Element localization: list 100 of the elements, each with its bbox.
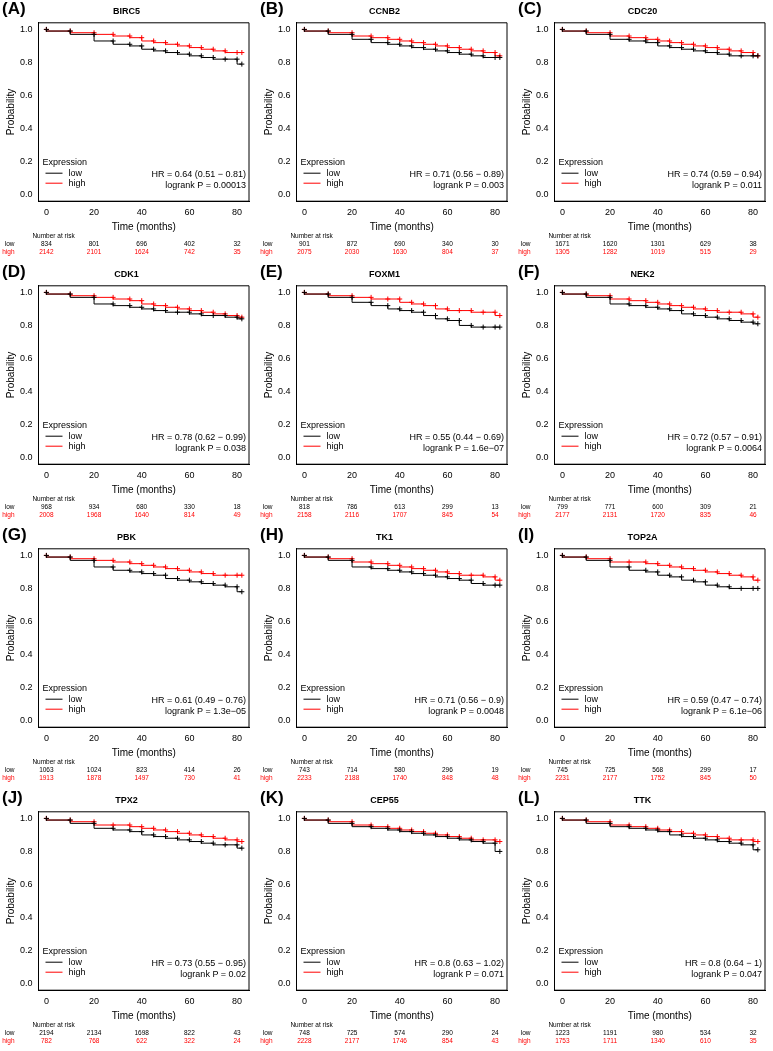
y-tick-label: 0.0: [536, 715, 549, 726]
y-tick-label: 0.6: [20, 878, 33, 889]
point: [726, 583, 733, 590]
y-tick-label: 0.4: [278, 649, 291, 659]
point: [234, 583, 241, 590]
point: [138, 560, 145, 567]
y-tick-label: 0.6: [536, 89, 549, 100]
point: [714, 582, 721, 589]
point: [384, 302, 391, 309]
point: [678, 44, 685, 51]
legend-label: high: [68, 967, 86, 978]
y-tick-label: 0.0: [278, 452, 291, 463]
point: [174, 828, 181, 835]
y-tick-label: 0.2: [536, 419, 549, 430]
point: [150, 305, 157, 312]
point: [714, 307, 721, 314]
x-tick-label: 40: [136, 470, 147, 481]
point: [678, 307, 685, 314]
point: [150, 831, 157, 838]
point: [110, 557, 117, 564]
point: [234, 56, 241, 63]
x-tick-label: 60: [184, 470, 195, 481]
y-tick-label: 1.0: [536, 549, 549, 560]
y-tick-label: 0.8: [20, 582, 33, 593]
point: [492, 836, 499, 843]
y-tick-label: 0.4: [536, 386, 549, 396]
point: [726, 570, 733, 577]
y-tick-label: 0.4: [278, 912, 291, 922]
x-tick-label: 0: [301, 733, 307, 744]
point: [714, 314, 721, 321]
y-axis-title: Probability: [520, 877, 532, 925]
y-axis-title: Probability: [262, 614, 274, 662]
point: [408, 568, 415, 575]
y-tick-label: 0.8: [536, 319, 549, 330]
x-tick-label: 80: [748, 996, 759, 1007]
legend-title: Expression: [558, 420, 604, 431]
text: (K): [260, 788, 284, 808]
annotation: HR = 0.71 (0.56 − 0.9): [414, 695, 504, 706]
point: [654, 568, 661, 575]
annotation: logrank P = 0.011: [692, 180, 762, 191]
legend-label: high: [584, 967, 602, 978]
point: [654, 560, 661, 567]
point: [234, 836, 241, 843]
y-tick-label: 0.4: [20, 912, 33, 922]
point: [138, 568, 145, 575]
text: (J): [2, 788, 23, 808]
x-tick-label: 80: [748, 733, 759, 744]
point: [642, 559, 649, 566]
x-axis-title: Time (months): [111, 220, 176, 232]
chart-title: TTK: [633, 794, 652, 805]
y-tick-label: 0.8: [278, 319, 291, 330]
point: [738, 47, 745, 54]
y-tick-label: 1.0: [536, 812, 549, 823]
point: [110, 563, 117, 570]
point: [468, 46, 475, 53]
y-tick-label: 0.8: [278, 582, 291, 593]
point: [420, 300, 427, 307]
chart-title: PBK: [116, 531, 137, 542]
y-tick-label: 0.4: [536, 912, 549, 922]
legend-label: low: [68, 168, 83, 179]
y-tick-label: 0.8: [20, 845, 33, 856]
x-tick-label: 80: [490, 733, 501, 744]
point: [234, 572, 241, 579]
point: [432, 572, 439, 579]
point: [126, 302, 133, 309]
y-tick-label: 0.4: [536, 123, 549, 133]
x-tick-label: 0: [43, 207, 49, 218]
legend-label: high: [68, 178, 86, 189]
point: [738, 836, 745, 843]
point: [468, 307, 475, 314]
point: [480, 47, 487, 54]
x-tick-label: 20: [605, 207, 616, 218]
point: [126, 296, 133, 303]
point: [666, 42, 673, 49]
annotation: logrank P = 6.1e−06: [681, 706, 762, 717]
y-tick-label: 0.4: [20, 649, 33, 659]
x-tick-label: 0: [559, 996, 565, 1007]
annotation: logrank P = 0.02: [180, 969, 246, 980]
text: (I): [518, 525, 535, 545]
legend-title: Expression: [42, 157, 88, 168]
point: [396, 296, 403, 303]
point: [666, 562, 673, 569]
x-axis-title: Time (months): [627, 220, 692, 232]
legend-label: low: [584, 694, 599, 705]
point: [678, 39, 685, 46]
y-tick-label: 0.8: [278, 845, 291, 856]
y-tick-label: 0.8: [536, 582, 549, 593]
point: [456, 49, 463, 56]
y-tick-label: 1.0: [536, 23, 549, 34]
point: [162, 39, 169, 46]
point: [186, 577, 193, 584]
annotation: HR = 0.72 (0.57 − 0.91): [667, 432, 762, 443]
x-tick-label: 0: [43, 470, 49, 481]
x-tick-label: 20: [605, 470, 616, 481]
chart-title: BIRC5: [112, 5, 141, 16]
point: [702, 42, 709, 49]
point: [738, 572, 745, 579]
point: [626, 296, 633, 303]
y-tick-label: 0.2: [20, 682, 33, 693]
point: [738, 309, 745, 316]
